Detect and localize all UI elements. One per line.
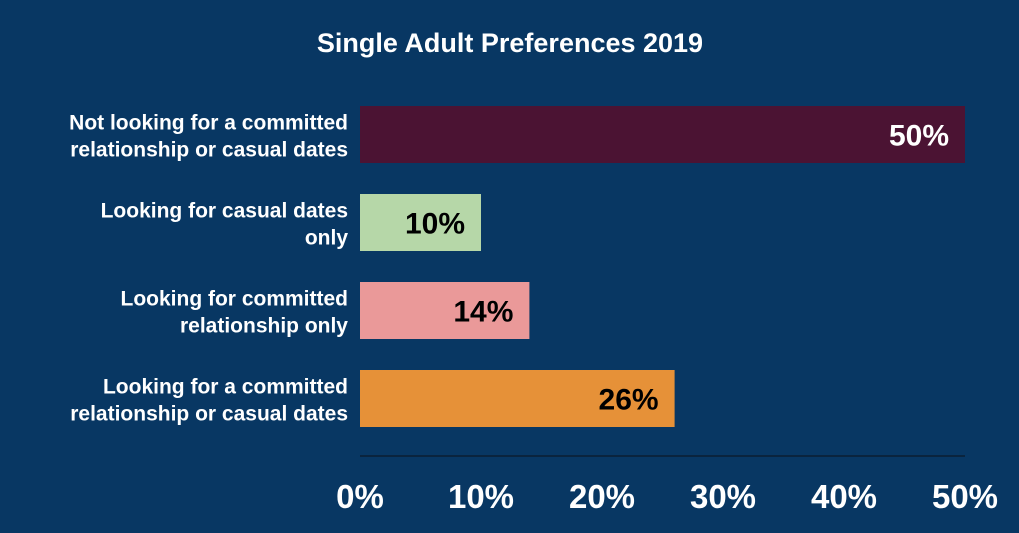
category-label-0: Not looking for a committed relationship … <box>69 112 348 162</box>
data-label-3: 26% <box>599 384 659 417</box>
category-label-2: Looking for committed relationship only <box>121 288 349 338</box>
category-labels-group: Not looking for a committed relationship … <box>69 112 348 426</box>
bar-2 <box>360 282 530 339</box>
x-tick-label-4: 40% <box>811 478 877 515</box>
x-tick-label-2: 20% <box>569 478 635 515</box>
bar-0 <box>360 106 965 163</box>
category-label-1: Looking for casual dates only <box>101 200 349 250</box>
data-label-0: 50% <box>889 120 949 153</box>
x-tick-label-0: 0% <box>336 478 384 515</box>
x-tick-label-3: 30% <box>690 478 756 515</box>
data-label-1: 10% <box>405 208 465 241</box>
x-tick-label-5: 50% <box>932 478 998 515</box>
bar-1 <box>360 194 481 251</box>
value-labels-group: 50% 10% 14% 26% <box>405 120 949 417</box>
category-label-3: Looking for a committed relationship or c… <box>70 376 348 426</box>
data-label-2: 14% <box>453 296 513 329</box>
x-tick-labels-group: 0% 10% 20% 30% 40% 50% <box>336 478 998 515</box>
bars-group <box>360 106 965 427</box>
x-tick-label-1: 10% <box>448 478 514 515</box>
bar-3 <box>360 370 675 427</box>
chart-title: Single Adult Preferences 2019 <box>317 28 703 58</box>
